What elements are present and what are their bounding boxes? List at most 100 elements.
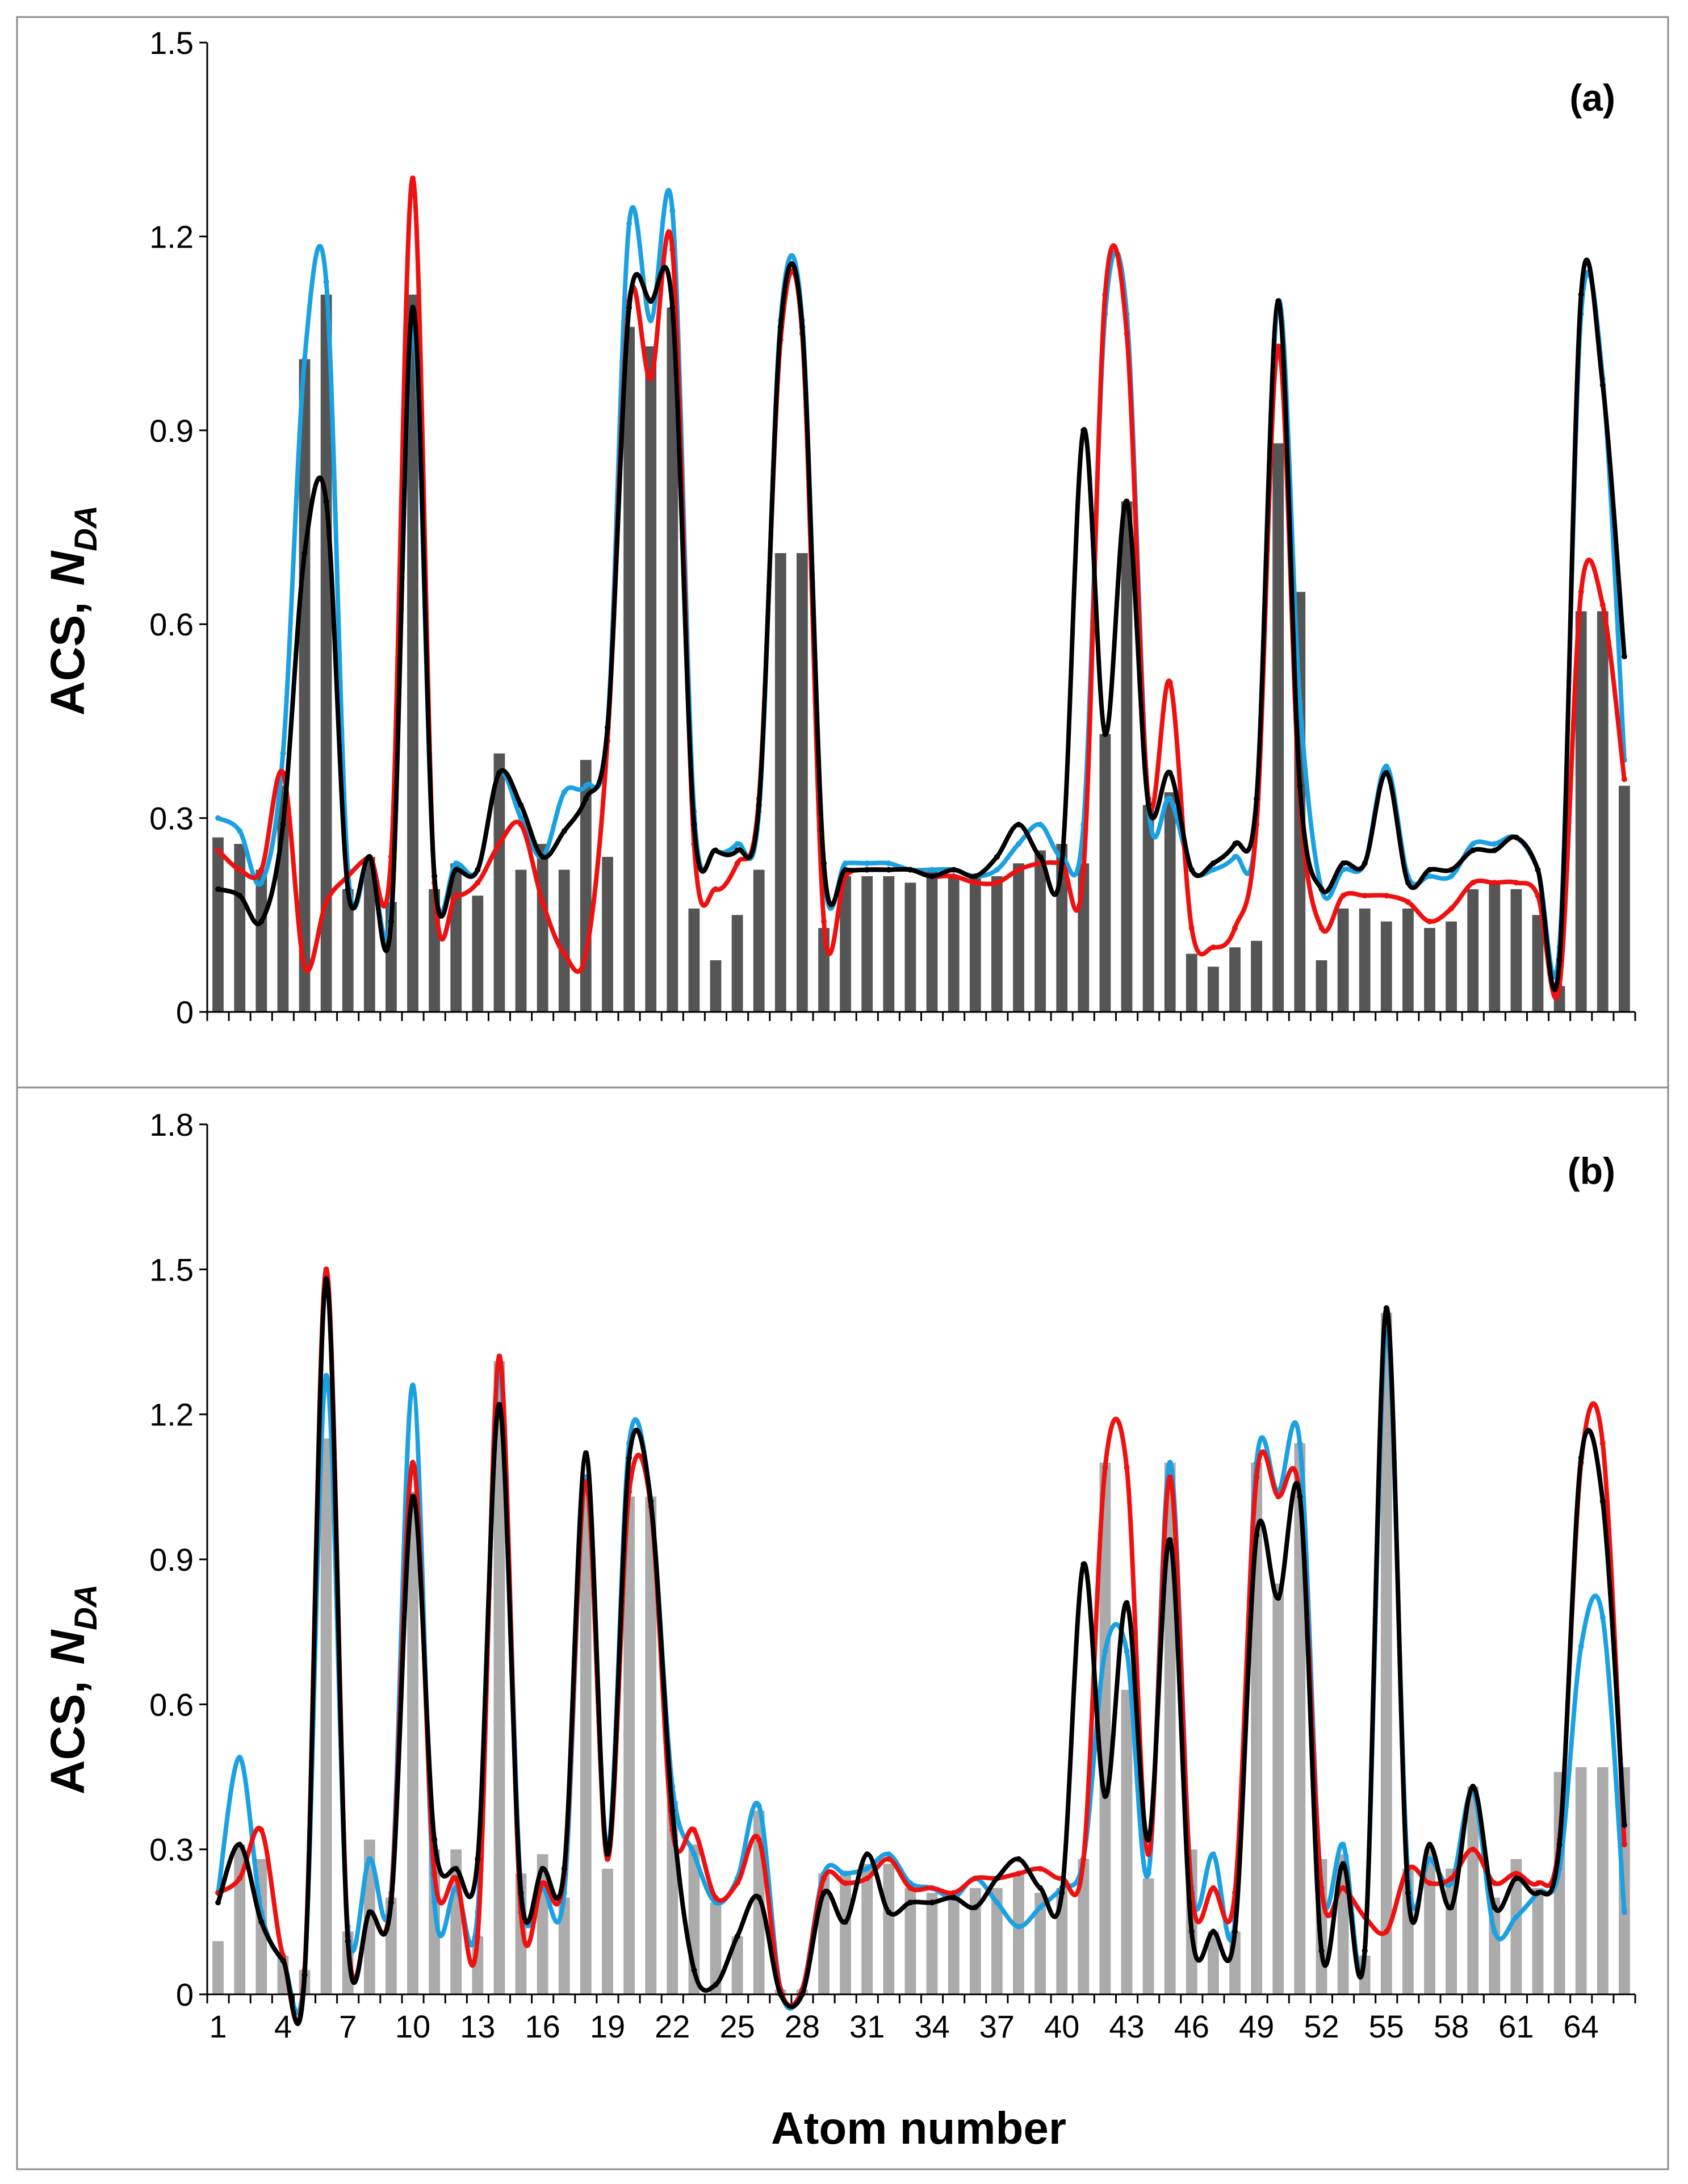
series-point-red xyxy=(410,175,416,181)
series-point-blue xyxy=(1297,1440,1303,1446)
series-point-blue xyxy=(691,1851,697,1857)
bar xyxy=(948,876,960,1012)
series-point-black xyxy=(756,802,762,808)
series-point-black xyxy=(1210,1928,1216,1935)
bar xyxy=(774,553,786,1012)
series-point-red xyxy=(453,1875,459,1881)
series-point-black xyxy=(237,1842,243,1848)
series-point-black xyxy=(1037,853,1044,860)
panel-a-y-axis-title: ACS, NDA xyxy=(41,505,103,716)
series-point-blue xyxy=(669,207,676,214)
series-point-red xyxy=(821,1875,827,1881)
panel-b-axes: 0 0.3 0.6 0.9 1.2 1.5 1.8 1 4 7 10 13 16 19 22 25 28 31 34… xyxy=(149,1107,1636,2044)
y-tick-label: 0.6 xyxy=(149,1687,194,1722)
series-point-red xyxy=(756,1836,762,1843)
series-point-black xyxy=(1578,1455,1584,1461)
x-tick-label: 61 xyxy=(1498,2009,1534,2044)
series-point-black xyxy=(929,873,935,879)
series-point-red xyxy=(583,951,589,957)
bar xyxy=(1597,1767,1609,1994)
bar xyxy=(904,882,916,1012)
series-point-red xyxy=(1427,1880,1433,1886)
bar xyxy=(1013,1873,1024,1994)
bar xyxy=(969,876,981,1012)
panel-b-lines xyxy=(215,1266,1627,2026)
x-tick-label: 1 xyxy=(210,2009,227,2044)
series-point-red xyxy=(496,841,502,847)
series-point-blue xyxy=(886,860,892,867)
x-tick-label: 7 xyxy=(339,2009,357,2044)
y-tick-label: 1.2 xyxy=(149,1397,194,1433)
series-point-red xyxy=(886,1856,892,1862)
x-tick-label: 46 xyxy=(1174,2009,1209,2044)
series-point-black xyxy=(432,873,438,879)
series-point-black xyxy=(280,822,286,827)
series-point-black xyxy=(799,324,805,330)
series-point-red xyxy=(301,964,308,970)
y-tick-label: 0.6 xyxy=(149,606,194,642)
series-point-red xyxy=(713,1894,719,1901)
series-point-black xyxy=(605,1851,610,1857)
bar xyxy=(1532,915,1544,1012)
series-point-red xyxy=(1383,893,1389,899)
series-point-black xyxy=(1254,1532,1260,1538)
series-line-black xyxy=(216,257,1627,993)
series-point-black xyxy=(583,1450,589,1456)
series-point-blue xyxy=(1016,1923,1021,1930)
series-point-blue xyxy=(366,1856,372,1862)
bar xyxy=(1121,1689,1133,1994)
series-point-black xyxy=(972,873,978,879)
x-tick-label: 19 xyxy=(590,2009,625,2044)
bar xyxy=(1446,921,1457,1012)
bar xyxy=(645,346,657,1012)
series-point-red xyxy=(496,1353,502,1359)
series-point-black xyxy=(432,1836,438,1843)
x-tick-label: 34 xyxy=(914,2009,949,2044)
series-point-blue xyxy=(280,750,286,756)
series-point-black xyxy=(1362,1948,1368,1954)
x-tick-label: 64 xyxy=(1564,2009,1599,2044)
series-point-red xyxy=(1470,880,1476,886)
series-point-black xyxy=(950,1894,957,1901)
series-point-black xyxy=(539,853,546,860)
series-point-red xyxy=(1513,1871,1519,1877)
series-point-black xyxy=(1188,867,1195,873)
bar xyxy=(969,1888,981,1994)
series-point-black xyxy=(1362,860,1368,867)
series-point-black xyxy=(345,1938,351,1944)
x-tick-label: 25 xyxy=(719,2009,755,2044)
series-point-blue xyxy=(1448,873,1455,879)
y-tick-label: 1.2 xyxy=(149,219,194,254)
series-point-black xyxy=(864,1851,870,1857)
series-point-red xyxy=(734,1880,740,1886)
series-point-blue xyxy=(1621,1909,1627,1915)
series-point-red xyxy=(1578,589,1584,595)
series-point-black xyxy=(648,1498,654,1504)
series-point-blue xyxy=(1492,1928,1498,1935)
series-point-red xyxy=(1470,1846,1476,1852)
series-point-red xyxy=(950,873,957,879)
bar xyxy=(212,1941,224,1994)
y-tick-label: 0.3 xyxy=(149,801,194,836)
series-point-black xyxy=(1037,1885,1044,1891)
series-point-blue xyxy=(237,828,243,834)
series-point-red xyxy=(1427,918,1433,924)
series-point-black xyxy=(345,886,351,892)
series-point-black xyxy=(972,1904,978,1910)
series-point-red xyxy=(864,1875,870,1881)
series-point-black xyxy=(258,918,265,924)
series-point-black xyxy=(1492,1904,1498,1910)
series-point-black xyxy=(1232,841,1238,847)
series-point-black xyxy=(388,1900,394,1906)
bar xyxy=(1142,805,1154,1012)
series-point-red xyxy=(691,1827,697,1833)
series-point-black xyxy=(215,1900,221,1906)
series-point-black xyxy=(475,867,481,873)
bar xyxy=(320,294,332,1012)
series-point-black xyxy=(1535,1890,1541,1896)
series-point-black xyxy=(583,796,589,802)
series-point-red xyxy=(258,1827,265,1833)
series-point-black xyxy=(323,1276,329,1282)
series-point-black xyxy=(1080,1561,1087,1567)
series-point-black xyxy=(1599,382,1606,388)
